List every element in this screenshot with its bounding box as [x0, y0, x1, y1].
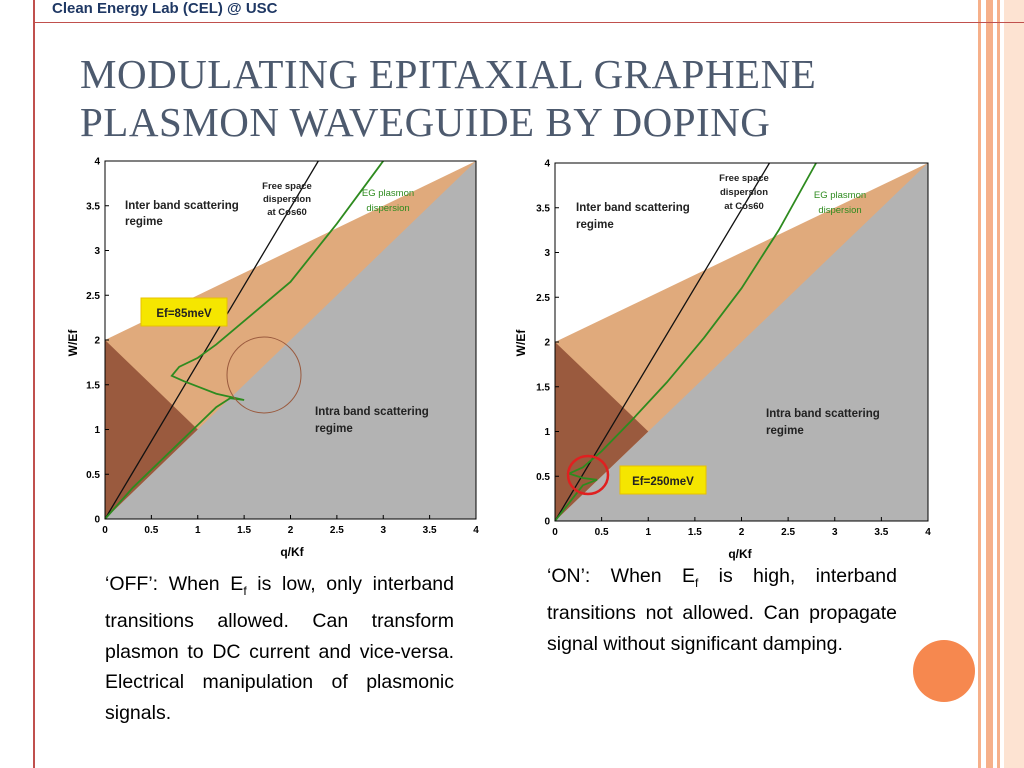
caption-off: ‘OFF’: When Ef is low, only interband tr…	[105, 569, 454, 728]
chart-on-y-tick-label: 0	[544, 517, 550, 528]
slide-title-line-1: MODULATING EPITAXIAL GRAPHENE	[80, 51, 817, 97]
chart-on-interband-label-2: regime	[576, 219, 614, 231]
chart-off-freespace-label-1: Free space	[262, 181, 312, 192]
chart-off-dark-triangle	[105, 340, 198, 519]
chart-off-x-tick-label: 1	[195, 525, 201, 536]
chart-on-x-tick-label: 2	[739, 527, 745, 538]
chart-off-state: 0 0.5 1 1.5 2 2.5 3 3.5 4 0 0.5 1 1.5 2 2.5 3 3.5 4 Inter…	[66, 157, 479, 560]
caption-on-quote: ‘ON’: When E	[547, 565, 695, 587]
chart-off-plot-area	[104, 160, 476, 520]
chart-off-axes: 0 0.5 1 1.5 2 2.5 3 3.5 4 0 0.5 1 1.5 2 2.5 3 3.5 4	[86, 157, 479, 537]
caption-off-quote: ‘OFF’: When E	[105, 573, 244, 595]
chart-on-ef-label: Ef=250meV	[632, 476, 694, 488]
chart-off-x-tick-label: 1.5	[237, 525, 251, 536]
chart-on-y-tick-label: 2.5	[536, 293, 550, 304]
decorative-circle	[913, 640, 975, 702]
chart-on-plasmon-label-1: EG plasmon	[814, 190, 866, 201]
chart-off-x-tick-label: 3.5	[423, 525, 437, 536]
chart-on-intraband-label-1: Intra band scattering	[766, 408, 880, 420]
slide-title-line-2: PLASMON WAVEGUIDE BY DOPING	[80, 99, 771, 145]
chart-off-y-tick-label: 0	[94, 515, 100, 526]
chart-off-y-tick-label: 2	[94, 336, 100, 347]
chart-on-highlight-circle	[566, 454, 610, 496]
chart-on-ylabel: W/Ef	[514, 329, 528, 357]
chart-off-y-tick-label: 2.5	[86, 291, 100, 302]
chart-off-y-tick-label: 3	[94, 246, 100, 257]
chart-on-plot-area	[554, 162, 928, 522]
chart-off-x-tick-label: 0.5	[144, 525, 158, 536]
chart-off-plasmon-curve-0	[104, 160, 384, 520]
chart-on-freespace-label-3: at Cos60	[724, 201, 764, 212]
caption-on-subscript: f	[694, 575, 699, 590]
chart-off-x-tick-label: 3	[380, 525, 386, 536]
right-decorative-stripe	[978, 0, 981, 768]
chart-on-x-tick-label: 1	[645, 527, 651, 538]
chart-on-y-tick-label: 3.5	[536, 203, 550, 214]
right-decorative-stripe	[997, 0, 1000, 768]
chart-off-freespace-label-2: dispersion	[263, 194, 311, 205]
caption-off-subscript: f	[243, 583, 247, 598]
chart-on-intraband-label-2: regime	[766, 425, 804, 437]
chart-off-y-tick-label: 0.5	[86, 470, 100, 481]
chart-off-ef-label: Ef=85meV	[156, 308, 212, 320]
chart-on-x-tick-label: 0	[552, 527, 558, 538]
chart-off-y-tick-label: 1	[94, 425, 100, 436]
chart-on-x-tick-label: 0.5	[595, 527, 609, 538]
chart-on-ef-box	[619, 465, 707, 495]
chart-on-y-tick-label: 2	[544, 338, 550, 349]
chart-on-y-tick-label: 1.5	[536, 382, 550, 393]
chart-on-upper-blank-region	[555, 163, 928, 342]
chart-on-x-tick-label: 4	[925, 527, 931, 538]
chart-on-x-tick-label: 3.5	[874, 527, 888, 538]
chart-off-x-tick-label: 0	[102, 525, 108, 536]
header-label: Clean Energy Lab (CEL) @ USC	[52, 0, 278, 17]
chart-off-x-tick-label: 2	[288, 525, 294, 536]
chart-on-x-tick-label: 3	[832, 527, 838, 538]
left-border-line	[33, 0, 35, 768]
chart-on-freespace-label-1: Free space	[719, 173, 769, 184]
chart-on-y-tick-label: 4	[544, 159, 550, 170]
chart-on-interband-label-1: Inter band scattering	[576, 202, 690, 214]
chart-on-freespace-label-2: dispersion	[720, 187, 768, 198]
chart-on-plasmon-label-2: dispersion	[818, 205, 861, 216]
chart-on-plasmon-curve-0	[554, 162, 817, 522]
chart-off-interband-label-1: Inter band scattering	[125, 200, 239, 212]
caption-on-body: is high, interband transitions not allow…	[547, 565, 897, 655]
chart-off-ef-box	[140, 297, 228, 327]
chart-off-ylabel: W/Ef	[66, 329, 80, 357]
chart-off-intraband-label-1: Intra band scattering	[315, 406, 429, 418]
chart-off-plasmon-label-2: dispersion	[366, 203, 409, 214]
chart-on-y-tick-label: 3	[544, 248, 550, 259]
chart-on-x-tick-label: 1.5	[688, 527, 702, 538]
chart-off-plasmon-label-1: EG plasmon	[362, 188, 414, 199]
chart-off-y-tick-label: 1.5	[86, 380, 100, 391]
chart-off-upper-blank-region	[105, 161, 476, 340]
chart-off-highlight-ellipse	[226, 336, 302, 414]
header-rule	[35, 22, 1024, 23]
chart-off-intraband-label-2: regime	[315, 423, 353, 435]
chart-on-state: 0 0.5 1 1.5 2 2.5 3 3.5 4 0 0.5 1 1.5 2 2.5 3 3.5 4 Inter…	[514, 159, 931, 562]
chart-off-interband-label-2: regime	[125, 216, 163, 228]
chart-on-xlabel: q/Kf	[728, 547, 752, 561]
chart-off-freespace-label-3: at Cos60	[267, 207, 307, 218]
chart-on-x-tick-label: 2.5	[781, 527, 795, 538]
chart-on-y-tick-label: 0.5	[536, 472, 550, 483]
chart-off-freespace-line	[104, 160, 319, 520]
caption-on: ‘ON’: When Ef is high, interband transit…	[547, 561, 897, 659]
slide-title: MODULATING EPITAXIAL GRAPHENE PLASMON WA…	[80, 50, 960, 146]
caption-off-body: is low, only interband transitions allow…	[105, 573, 454, 724]
chart-off-xlabel: q/Kf	[280, 545, 304, 559]
right-decorative-band	[1004, 0, 1024, 768]
chart-off-x-tick-label: 4	[473, 525, 479, 536]
chart-off-y-tick-label: 4	[94, 157, 100, 168]
chart-off-x-tick-label: 2.5	[330, 525, 344, 536]
chart-on-axes: 0 0.5 1 1.5 2 2.5 3 3.5 4 0 0.5 1 1.5 2 2.5 3 3.5 4	[536, 159, 931, 539]
right-decorative-stripe	[986, 0, 993, 768]
chart-off-y-tick-label: 3.5	[86, 201, 100, 212]
chart-on-y-tick-label: 1	[544, 427, 550, 438]
